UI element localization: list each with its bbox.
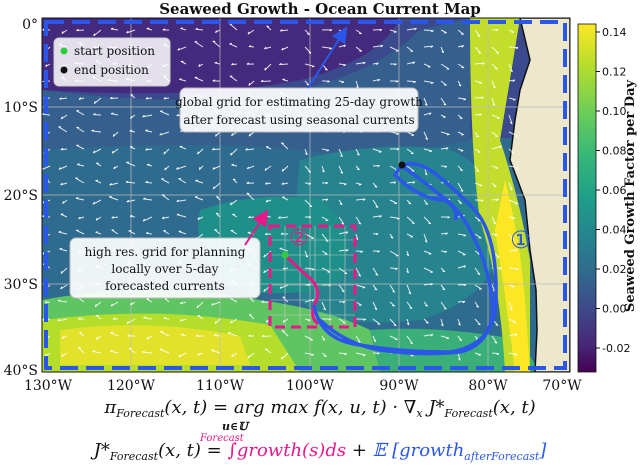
- y-tick-label: 30°S: [4, 277, 38, 293]
- colorbar-tick-label: 0.02: [602, 263, 627, 276]
- marker-2-label: ②: [289, 226, 309, 251]
- value-equation: J*Forecast(x, t) = ∫growth(s)ds + 𝔼 [gro…: [93, 440, 547, 463]
- colorbar-tick-label: 0.04: [602, 224, 627, 237]
- global-grid-box: [44, 20, 567, 370]
- forecast-trajectory: [283, 253, 319, 326]
- full-trajectory: [312, 161, 498, 354]
- x-tick-label: 120°W: [107, 378, 156, 394]
- y-tick-label: 0°: [22, 17, 38, 33]
- y-tick-label: 40°S: [4, 363, 38, 379]
- high-res-line-3: forecasted currents: [105, 279, 225, 293]
- x-tick-label: 100°W: [286, 378, 335, 394]
- start-legend-dot: [60, 47, 68, 55]
- full-trajectory-main: [318, 163, 495, 356]
- end-legend-dot: [60, 66, 68, 74]
- end-marker: [398, 161, 406, 169]
- colorbar: [577, 23, 597, 373]
- colorbar-label: Seaweed Growth Factor per Day: [623, 79, 638, 312]
- x-tick-label: 90°W: [379, 378, 419, 394]
- colorbar-tick-label: 0.08: [602, 145, 627, 158]
- global-grid-line-2: after forecast using seasonal currents: [183, 113, 414, 127]
- y-axis: 0° 10°S 20°S 30°S 40°S: [4, 17, 38, 379]
- y-tick-label: 10°S: [4, 100, 38, 116]
- high-res-line-2: locally over 5-day: [111, 262, 218, 276]
- colorbar-tick-label: 0.10: [602, 105, 627, 118]
- legend-start-label: start position: [74, 44, 155, 58]
- start-marker: [281, 251, 289, 259]
- high-res-annotation: high res. grid for planning locally over…: [69, 209, 269, 299]
- integral-upper-label: Forecast: [200, 433, 244, 444]
- colorbar-tick-label: 0.12: [602, 66, 627, 79]
- colorbar-tick-label: -0.02: [602, 342, 630, 355]
- colorbar-tick-label: 0.14: [602, 26, 627, 39]
- y-tick-label: 20°S: [4, 188, 38, 204]
- high-res-line-1: high res. grid for planning: [85, 245, 246, 259]
- global-grid-annotation: global grid for estimating 25-day growth…: [175, 26, 423, 133]
- legend: start position end position: [53, 37, 171, 87]
- legend-end-label: end position: [74, 63, 149, 77]
- high-res-grid: [268, 224, 357, 329]
- colorbar-tick-label: 0.00: [602, 303, 627, 316]
- x-tick-label: 80°W: [468, 378, 508, 394]
- marker-1-label: ①: [510, 226, 532, 254]
- colorbar-ticks: 0.14 0.12 0.10 0.08 0.06 0.04 0.02 0.00 -0.02: [596, 26, 630, 355]
- x-tick-label: 130°W: [24, 378, 73, 394]
- figure-title: Seaweed Growth - Ocean Current Map: [159, 0, 481, 18]
- policy-equation: πForecast(x, t) = arg max f(x, u, t) · ∇…: [104, 397, 536, 420]
- map-frame: [41, 17, 571, 373]
- x-axis: 130°W 120°W 110°W 100°W 90°W 80°W 70°W: [24, 378, 582, 394]
- global-grid-line-1: global grid for estimating 25-day growth: [175, 95, 423, 109]
- x-tick-label: 110°W: [196, 378, 245, 394]
- x-tick-label: 70°W: [542, 378, 582, 394]
- colorbar-tick-label: 0.06: [602, 184, 627, 197]
- argmax-subscript: u∈𝕌: [222, 420, 248, 433]
